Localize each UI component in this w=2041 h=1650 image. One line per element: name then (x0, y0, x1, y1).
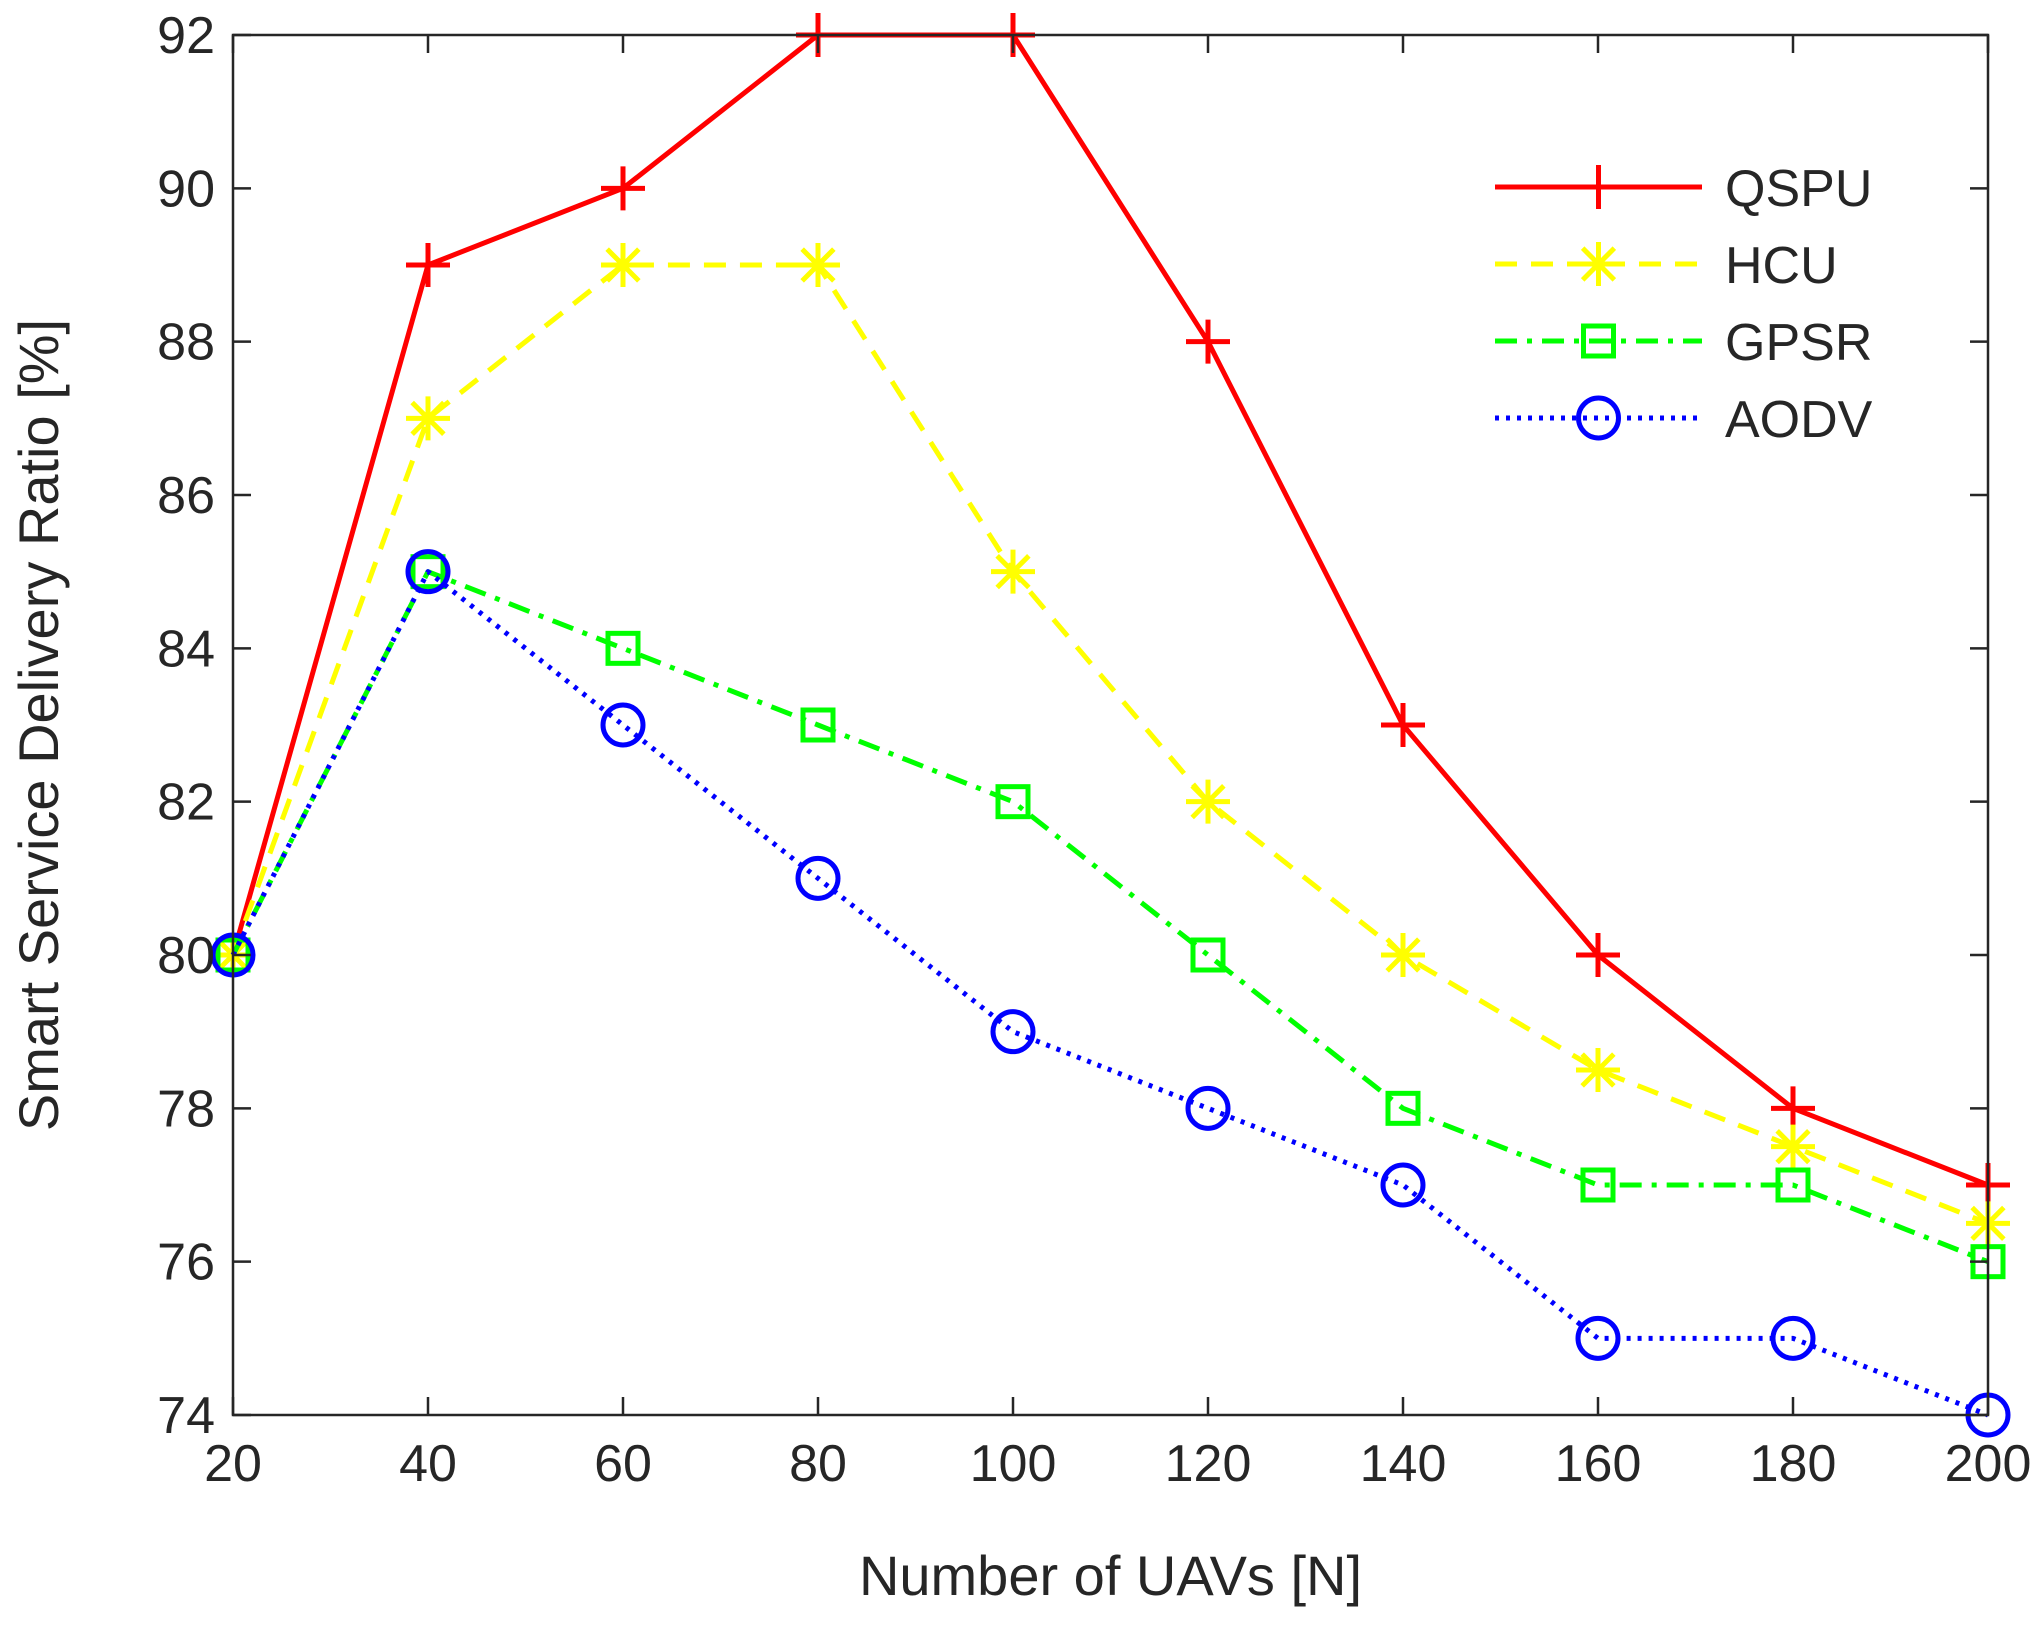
legend-item-hcu: HCU (1495, 237, 1838, 295)
x-tick-label-80: 80 (789, 1435, 847, 1493)
data-point-qspu-160 (1576, 933, 1620, 977)
data-point-qspu-40 (406, 243, 450, 287)
data-point-gpsr-80 (800, 707, 836, 743)
x-tick-label-140: 140 (1360, 1435, 1447, 1493)
legend-marker-aodv (1576, 395, 1621, 441)
data-point-gpsr-100 (995, 784, 1031, 820)
data-point-aodv-160 (1575, 1315, 1621, 1361)
series-line-hcu (230, 262, 1989, 1226)
y-tick-label-74: 74 (157, 1387, 215, 1445)
series-line-aodv (230, 569, 1989, 1418)
data-point-qspu-120 (1186, 319, 1230, 364)
y-tick-label-92: 92 (157, 7, 215, 65)
data-point-hcu-40 (406, 396, 450, 441)
data-point-qspu-180 (1771, 1086, 1815, 1131)
plot-area-border (231, 33, 1990, 1417)
x-tick-label-40: 40 (399, 1435, 457, 1493)
data-point-hcu-80 (796, 243, 840, 287)
series-gpsr (215, 554, 2006, 1280)
x-tick-label-200: 200 (1945, 1435, 2032, 1493)
x-tick-label-100: 100 (970, 1435, 1057, 1493)
data-point-hcu-120 (1186, 779, 1230, 824)
data-point-hcu-180 (1771, 1124, 1815, 1169)
legend-item-gpsr: GPSR (1495, 314, 1872, 372)
legend-label-qspu: QSPU (1725, 160, 1872, 218)
data-point-hcu-140 (1381, 933, 1425, 977)
data-point-gpsr-60 (605, 630, 641, 666)
legend-item-qspu: QSPU (1495, 160, 1872, 218)
data-point-gpsr-120 (1190, 937, 1226, 973)
legend-marker-qspu (1576, 165, 1621, 209)
y-axis-label: Smart Service Delivery Ratio [%] (7, 319, 70, 1131)
data-point-hcu-100 (991, 549, 1035, 594)
data-point-gpsr-180 (1775, 1167, 1811, 1203)
data-point-aodv-180 (1770, 1315, 1816, 1361)
data-point-qspu-60 (601, 166, 645, 211)
data-point-gpsr-140 (1385, 1090, 1421, 1126)
legend-label-aodv: AODV (1725, 391, 1873, 449)
legend: QSPU HCU GPSR AODV (1495, 160, 1873, 449)
y-tick-label-76: 76 (157, 1234, 215, 1292)
data-point-aodv-100 (990, 1009, 1036, 1055)
axes-layer: 20 40 60 80 100 120 140 160 180 200 74 76 78 80 82 84 86… (157, 7, 2031, 1493)
data-point-aodv-60 (600, 702, 646, 748)
x-tick-label-60: 60 (594, 1435, 652, 1493)
data-point-aodv-40 (405, 549, 451, 595)
x-tick-label-120: 120 (1165, 1435, 1252, 1493)
data-point-aodv-140 (1380, 1162, 1426, 1208)
x-tick-label-180: 180 (1750, 1435, 1837, 1493)
data-point-aodv-80 (795, 855, 841, 901)
x-axis-label: Number of UAVs [N] (859, 1544, 1362, 1607)
y-tick-label-86: 86 (157, 467, 215, 525)
y-tick-label-90: 90 (157, 160, 215, 218)
series-line-gpsr (230, 569, 1989, 1264)
series-line-qspu (230, 32, 1989, 1188)
x-tick-label-160: 160 (1555, 1435, 1642, 1493)
legend-item-aodv: AODV (1495, 391, 1873, 449)
y-tick-label-80: 80 (157, 927, 215, 985)
legend-marker-hcu (1576, 242, 1621, 286)
y-tick-label-78: 78 (157, 1080, 215, 1138)
y-tick-label-84: 84 (157, 620, 215, 678)
y-tick-label-88: 88 (157, 314, 215, 372)
y-tick-label-82: 82 (157, 774, 215, 832)
data-point-qspu-140 (1381, 703, 1425, 747)
legend-label-gpsr: GPSR (1725, 314, 1872, 372)
data-point-aodv-120 (1185, 1085, 1231, 1131)
data-point-hcu-60 (601, 243, 645, 287)
legend-marker-gpsr (1581, 323, 1616, 359)
data-point-hcu-160 (1576, 1048, 1620, 1092)
x-tick-label-20: 20 (204, 1435, 262, 1493)
data-point-gpsr-40 (410, 554, 446, 590)
legend-label-hcu: HCU (1725, 237, 1838, 295)
data-point-gpsr-160 (1580, 1167, 1616, 1203)
